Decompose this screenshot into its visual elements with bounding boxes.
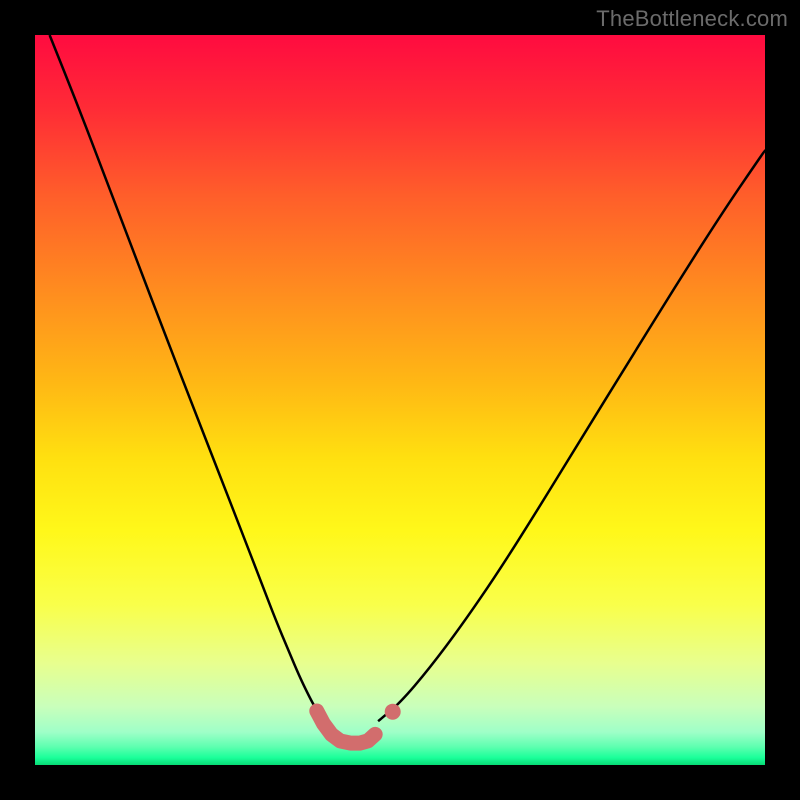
chart-container: TheBottleneck.com xyxy=(0,0,800,800)
watermark-text: TheBottleneck.com xyxy=(596,6,788,32)
bottom-pink-segment xyxy=(317,711,375,743)
curve-right xyxy=(378,150,765,721)
bottom-pink-dot xyxy=(385,704,401,720)
curves-layer xyxy=(35,35,765,765)
curve-left xyxy=(50,35,322,718)
plot-area xyxy=(35,35,765,765)
